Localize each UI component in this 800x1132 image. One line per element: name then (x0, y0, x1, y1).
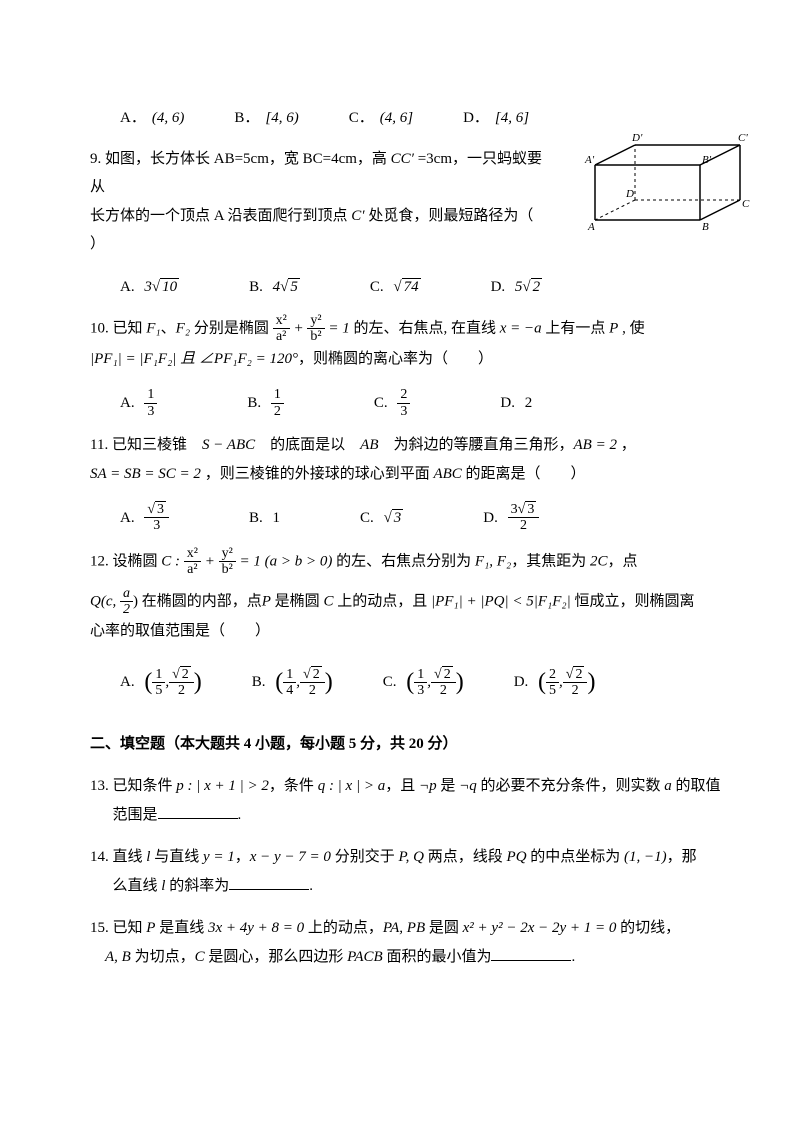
q14: 14. 直线 l 与直线 y = 1，x − y − 7 = 0 分别交于 P,… (90, 843, 740, 900)
q11: 11. 已知三棱锥 S − ABC 的底面是以 AB 为斜边的等腰直角三角形，A… (90, 431, 740, 488)
q13-blank (158, 804, 238, 819)
q14-blank (229, 875, 309, 890)
q15-blank (491, 946, 571, 961)
svg-text:C: C (742, 198, 750, 210)
q9-options: A. 310 B. 45 C. 74 D. 52 (120, 273, 740, 302)
q11-options: A. 33 B. 1 C. 3 D. 332 (120, 502, 740, 534)
q10-options: A. 13 B. 12 C. 23 D. 2 (120, 387, 740, 419)
q13: 13. 已知条件 p : | x + 1 | > 2，条件 q : | x | … (90, 772, 740, 829)
svg-text:C': C' (738, 132, 748, 144)
q12: 12. 设椭圆 C : x²a² + y²b² = 1 (a > b > 0) … (90, 546, 740, 646)
q9: 9. 如图，长方体长 AB=5cm，宽 BC=4cm，高 CC′ =3cm，一只… (90, 145, 740, 259)
q15: 15. 已知 P 是直线 3x + 4y + 8 = 0 上的动点，PA, PB… (90, 914, 740, 971)
q12-options: A. (15, 22) B. (14, 22) C. (13, 22) D. (… (120, 660, 740, 706)
svg-text:D': D' (631, 132, 643, 144)
section-2-header: 二、填空题（本大题共 4 小题，每小题 5 分，共 20 分） (90, 730, 740, 759)
q10: 10. 已知 F₁、F₂ 分别是椭圆 x²a² + y²b² = 1 的左、右焦… (90, 313, 740, 373)
